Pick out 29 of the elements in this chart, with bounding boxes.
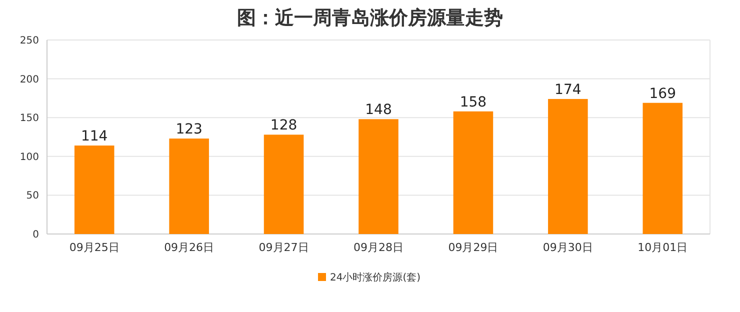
x-tick-label: 09月25日 [69, 241, 120, 254]
bar [264, 134, 304, 234]
y-tick-label: 0 [32, 230, 39, 240]
bar [74, 146, 114, 234]
data-label: 148 [365, 102, 392, 118]
data-label: 158 [460, 94, 487, 110]
y-tick-label: 150 [20, 113, 39, 124]
x-tick-label: 09月26日 [164, 241, 214, 254]
y-tick-label: 250 [20, 36, 39, 46]
bar [453, 111, 494, 234]
bar [358, 119, 398, 234]
x-tick-label: 09月29日 [448, 241, 498, 254]
x-tick-label: 09月30日 [542, 241, 593, 254]
y-tick-label: 200 [20, 74, 39, 86]
bar [548, 98, 588, 234]
bar [169, 138, 209, 234]
chart-title: 图：近一周青岛涨价房源量走势 [237, 7, 503, 29]
y-tick-label: 50 [26, 190, 39, 202]
data-label: 174 [554, 82, 582, 98]
data-label: 128 [270, 118, 298, 134]
data-label: 123 [176, 122, 202, 138]
bar [642, 102, 683, 234]
x-tick-label: 10月01日 [638, 241, 688, 254]
x-tick-label: 09月28日 [354, 241, 404, 254]
data-label: 169 [649, 86, 676, 102]
data-label: 114 [80, 128, 108, 145]
y-tick-label: 100 [20, 152, 39, 163]
x-tick-label: 09月27日 [258, 241, 309, 254]
legend-label: 24小时涨价房源(套) [330, 272, 421, 284]
